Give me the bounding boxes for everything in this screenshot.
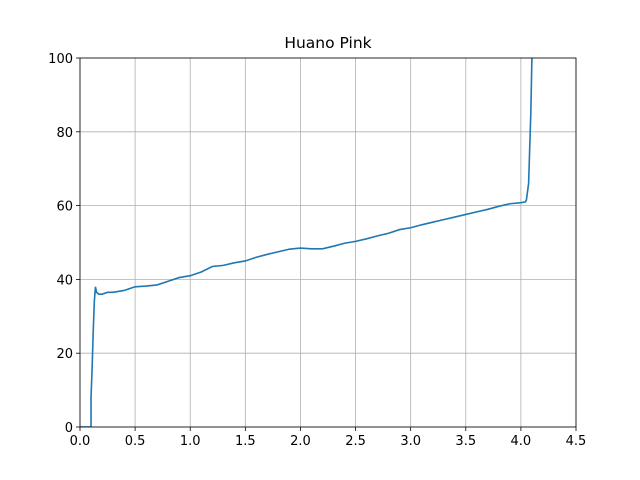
x-tick-label: 4.5 (566, 434, 587, 449)
x-tick-label: 1.5 (235, 434, 256, 449)
x-tick-label: 3.0 (400, 434, 421, 449)
y-tick-label: 60 (56, 200, 73, 215)
line-series (80, 58, 533, 427)
y-tick-label: 40 (56, 273, 73, 288)
x-tick-label: 4.0 (511, 434, 532, 449)
y-tick-label: 100 (48, 52, 73, 67)
y-tick-label: 80 (56, 126, 73, 141)
x-tick-label: 2.5 (345, 434, 366, 449)
chart-title: Huano Pink (284, 34, 371, 52)
x-tick-label: 2.0 (290, 434, 311, 449)
plot-frame (79, 57, 577, 428)
x-tick-label: 0.5 (125, 434, 146, 449)
y-tick-label: 20 (56, 347, 73, 362)
y-tick-label: 0 (65, 421, 73, 436)
x-tick-label: 3.5 (455, 434, 476, 449)
x-tick-label: 0.0 (70, 434, 91, 449)
x-tick-label: 1.0 (180, 434, 201, 449)
